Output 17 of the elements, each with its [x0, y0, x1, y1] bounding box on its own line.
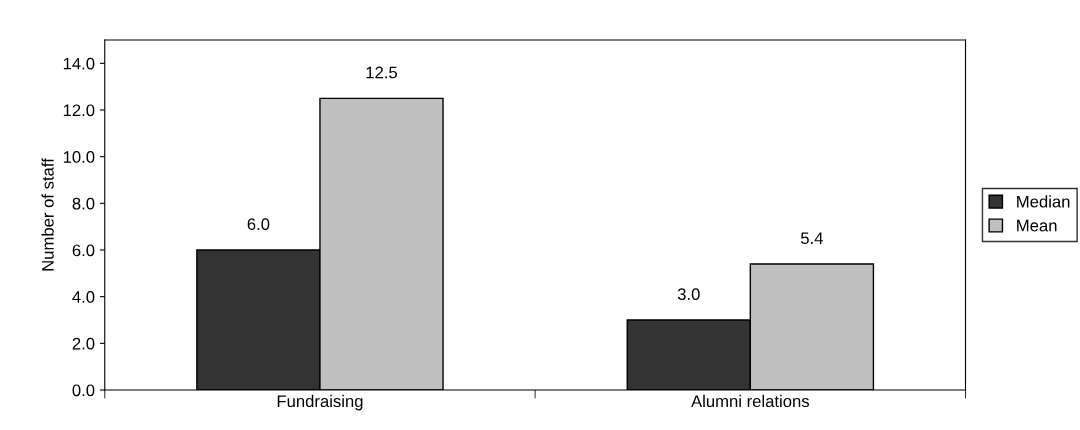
- data-label: 3.0: [677, 288, 700, 301]
- y-tick-label: 10.0: [63, 151, 95, 163]
- y-axis-title: Number of staff: [41, 158, 54, 271]
- data-label: 5.4: [800, 232, 823, 245]
- y-tick-label: 14.0: [63, 57, 95, 70]
- legend-label: Median: [1017, 195, 1070, 208]
- y-tick-label: 12.0: [63, 104, 95, 117]
- y-tick-label: 6.0: [72, 244, 95, 257]
- legend-label: Mean: [1017, 219, 1057, 232]
- x-tick-label: Fundraising: [277, 394, 363, 411]
- y-tick-label: 4.0: [72, 291, 95, 303]
- y-tick-label: 8.0: [72, 197, 95, 210]
- x-tick-label: Alumni relations: [691, 394, 810, 408]
- y-tick-label: 2.0: [72, 337, 95, 350]
- data-label: 6.0: [247, 218, 270, 231]
- y-tick-label: 0.0: [72, 384, 95, 397]
- data-label: 12.5: [366, 66, 398, 79]
